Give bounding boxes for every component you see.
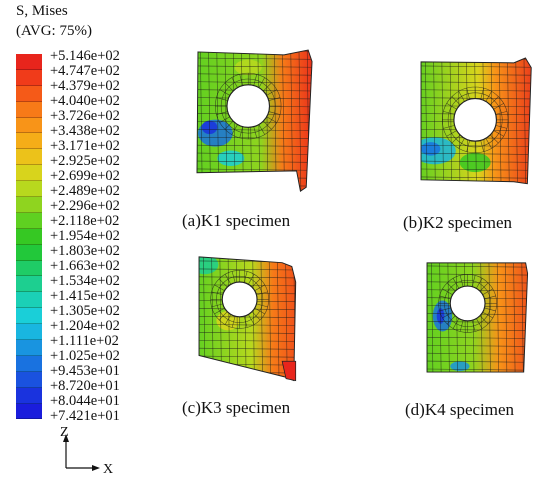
specimen-k3-caption: (c)K3 specimen — [182, 398, 291, 417]
legend-tick-label: +1.803e+02 — [50, 243, 120, 260]
legend-tick-label: +3.171e+02 — [50, 138, 120, 155]
legend-tick-label: +5.146e+02 — [50, 48, 120, 64]
legend-tick-label: +2.118e+02 — [50, 213, 120, 230]
legend-title: S, Mises — [16, 3, 68, 19]
legend-swatch — [16, 387, 42, 404]
legend-swatch — [16, 371, 42, 388]
specimen-k2-contour — [420, 57, 532, 185]
specimen-k2-caption: (b)K2 specimen — [403, 213, 513, 232]
legend-tick-label: +1.204e+02 — [50, 318, 120, 335]
legend-swatch — [16, 244, 42, 261]
legend-swatch — [16, 340, 42, 356]
specimen-k4-contour — [426, 262, 529, 373]
legend-swatch — [16, 197, 42, 213]
legend-swatch — [16, 149, 42, 166]
legend-swatch — [16, 117, 42, 134]
legend-swatch — [16, 324, 42, 341]
legend-tick-label: +1.663e+02 — [50, 258, 120, 275]
legend-tick-label: +9.453e+01 — [50, 363, 120, 380]
legend-subtitle: (AVG: 75%) — [16, 23, 92, 39]
legend-tick-label: +1.534e+02 — [50, 273, 120, 290]
legend-swatch — [16, 308, 42, 325]
legend-tick-label: +1.415e+02 — [50, 288, 120, 305]
legend-tick-label: +7.421e+01 — [50, 408, 120, 425]
z-axis-arrowhead — [63, 434, 69, 442]
legend-swatch — [16, 133, 42, 150]
legend-swatch — [16, 292, 42, 309]
legend-tick-label: +2.699e+02 — [50, 168, 120, 185]
legend-swatch — [16, 212, 42, 229]
legend-swatch — [16, 69, 42, 86]
specimen-k3-contour — [198, 256, 297, 382]
z-axis-label: Z — [60, 425, 69, 440]
legend-swatch — [16, 276, 42, 293]
legend-swatch — [16, 54, 42, 70]
specimen-k1-contour — [196, 49, 313, 192]
legend-tick-label: +1.305e+02 — [50, 303, 120, 320]
legend-tick-label: +2.489e+02 — [50, 183, 120, 200]
x-axis-arrowhead — [92, 465, 100, 471]
legend-tick-label: +8.044e+01 — [50, 393, 120, 410]
legend-tick-label: +1.025e+02 — [50, 348, 120, 365]
legend-tick-label: +1.954e+02 — [50, 228, 120, 245]
legend-tick-label: +3.438e+02 — [50, 123, 120, 140]
legend-swatch — [16, 101, 42, 118]
legend-swatch — [16, 355, 42, 372]
coordinate-axes: Z X — [60, 425, 113, 477]
specimen-k4-caption: (d)K4 specimen — [405, 400, 515, 419]
legend-swatch — [16, 181, 42, 198]
specimen-k1-caption: (a)K1 specimen — [182, 211, 291, 230]
legend-tick-label: +3.726e+02 — [50, 108, 120, 125]
legend-tick-label: +4.747e+02 — [50, 63, 120, 80]
legend-swatch — [16, 228, 42, 245]
legend-tick-label: +2.925e+02 — [50, 153, 120, 170]
legend-swatch — [16, 165, 42, 182]
legend-tick-label: +2.296e+02 — [50, 198, 120, 215]
x-axis-label: X — [103, 462, 113, 477]
legend-tick-label: +4.379e+02 — [50, 78, 120, 95]
legend-swatch — [16, 403, 42, 420]
legend-tick-label: +1.111e+02 — [50, 333, 119, 350]
legend-swatch — [16, 260, 42, 277]
color-legend-bar — [16, 54, 42, 420]
legend-tick-label: +8.720e+01 — [50, 378, 120, 395]
legend-tick-label: +4.040e+02 — [50, 93, 120, 110]
legend-swatch — [16, 85, 42, 102]
